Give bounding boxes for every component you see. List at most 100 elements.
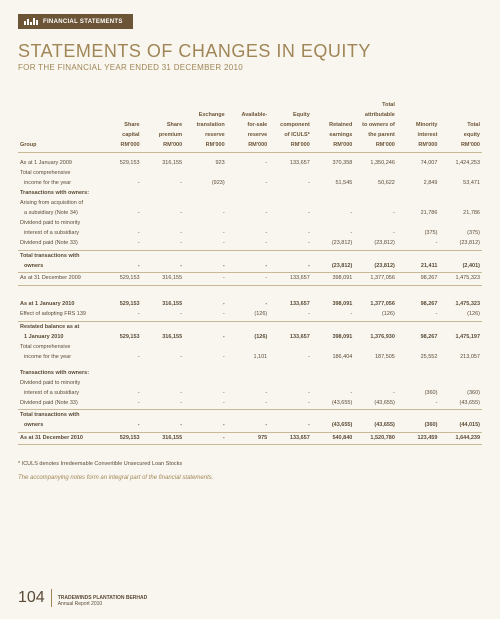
column-header xyxy=(184,100,227,110)
column-header: RM'000 xyxy=(439,140,482,150)
column-header: Equity xyxy=(269,110,312,120)
cell: - xyxy=(227,273,270,284)
table-header: TotalExchangeAvailable-Equityattributabl… xyxy=(18,100,482,158)
row-label: Dividend paid (Note 33) xyxy=(18,238,99,248)
cell: 398,091 xyxy=(312,299,355,309)
cell: 316,155 xyxy=(142,432,185,443)
cell: - xyxy=(142,261,185,271)
cell: (375) xyxy=(397,228,440,238)
cell: (126) xyxy=(227,332,270,342)
cell: (23,812) xyxy=(312,261,355,271)
cell: - xyxy=(184,388,227,398)
cell: (126) xyxy=(354,309,397,319)
cell: 529,153 xyxy=(99,158,142,168)
row-label: income for the year xyxy=(18,352,99,362)
cell: 133,657 xyxy=(269,273,312,284)
row-label: 1 January 2010 xyxy=(18,332,99,342)
cell: 529,153 xyxy=(99,299,142,309)
cell: 25,552 xyxy=(397,352,440,362)
row-label: Dividend paid to minority xyxy=(18,218,99,228)
row-label: income for the year xyxy=(18,178,99,188)
cell: (923) xyxy=(184,178,227,188)
cell: - xyxy=(269,238,312,248)
page-footer: 104 TRADEWINDS PLANTATION BERHAD Annual … xyxy=(18,589,147,607)
cell: - xyxy=(227,299,270,309)
bars-icon xyxy=(24,18,38,25)
cell: - xyxy=(269,228,312,238)
cell: - xyxy=(227,228,270,238)
cell: - xyxy=(227,208,270,218)
section-tab: FINANCIAL STATEMENTS xyxy=(18,14,133,29)
cell: - xyxy=(397,238,440,248)
column-header: reserve xyxy=(227,130,270,140)
cell: 133,657 xyxy=(269,158,312,168)
equity-table: TotalExchangeAvailable-Equityattributabl… xyxy=(18,100,482,445)
cell: 21,786 xyxy=(439,208,482,218)
cell: - xyxy=(312,208,355,218)
cell: - xyxy=(184,228,227,238)
row-label: Total transactions with xyxy=(18,250,99,261)
cell: (43,655) xyxy=(312,420,355,430)
cell: - xyxy=(142,309,185,319)
column-header: capital xyxy=(99,130,142,140)
row-label: owners xyxy=(18,420,99,430)
cell: 186,404 xyxy=(312,352,355,362)
cell: - xyxy=(184,332,227,342)
column-header: RM'000 xyxy=(397,140,440,150)
report-year: Annual Report 2010 xyxy=(58,601,148,607)
cell: - xyxy=(184,432,227,443)
column-header: Total xyxy=(354,100,397,110)
cell: 1,475,323 xyxy=(439,273,482,284)
column-header: Retained xyxy=(312,120,355,130)
cell: - xyxy=(99,208,142,218)
column-header xyxy=(439,100,482,110)
column-header xyxy=(99,100,142,110)
cell: 133,657 xyxy=(269,299,312,309)
column-header xyxy=(312,100,355,110)
row-label: Arising from acquisition of xyxy=(18,198,99,208)
cell: 1,377,056 xyxy=(354,273,397,284)
column-header: for-sale xyxy=(227,120,270,130)
cell: 1,475,323 xyxy=(439,299,482,309)
footer-divider xyxy=(51,589,52,607)
row-label: Restated balance as at xyxy=(18,321,99,332)
cell: - xyxy=(269,420,312,430)
cell: (126) xyxy=(227,309,270,319)
cell: - xyxy=(142,420,185,430)
cell: 1,520,780 xyxy=(354,432,397,443)
column-header: attributable xyxy=(354,110,397,120)
cell: (23,812) xyxy=(439,238,482,248)
column-header xyxy=(397,100,440,110)
cell: - xyxy=(269,208,312,218)
column-header: Minority xyxy=(397,120,440,130)
row-label: interest of a subsidiary xyxy=(18,228,99,238)
cell: 1,376,930 xyxy=(354,332,397,342)
cell: - xyxy=(269,388,312,398)
column-header: component xyxy=(269,120,312,130)
page-title: STATEMENTS OF CHANGES IN EQUITY xyxy=(18,41,482,62)
cell: - xyxy=(312,309,355,319)
column-header: Exchange xyxy=(184,110,227,120)
cell: - xyxy=(227,398,270,408)
cell: - xyxy=(99,398,142,408)
row-label: Dividend paid (Note 33) xyxy=(18,398,99,408)
cell: 316,155 xyxy=(142,273,185,284)
cell: - xyxy=(227,178,270,188)
cell: - xyxy=(142,398,185,408)
cell: - xyxy=(184,273,227,284)
cell: - xyxy=(184,352,227,362)
cell: - xyxy=(142,238,185,248)
cell: 316,155 xyxy=(142,158,185,168)
cell: (43,655) xyxy=(439,398,482,408)
cell: - xyxy=(99,261,142,271)
cell: 398,091 xyxy=(312,273,355,284)
cell: 1,101 xyxy=(227,352,270,362)
table-body: As at 1 January 2009529,153316,155923-13… xyxy=(18,158,482,445)
column-header: RM'000 xyxy=(227,140,270,150)
cell: 529,153 xyxy=(99,332,142,342)
row-label: As at 1 January 2009 xyxy=(18,158,99,168)
cell: - xyxy=(184,309,227,319)
page-subtitle: FOR THE FINANCIAL YEAR ENDED 31 DECEMBER… xyxy=(18,63,482,72)
cell: - xyxy=(142,228,185,238)
cell: 213,057 xyxy=(439,352,482,362)
